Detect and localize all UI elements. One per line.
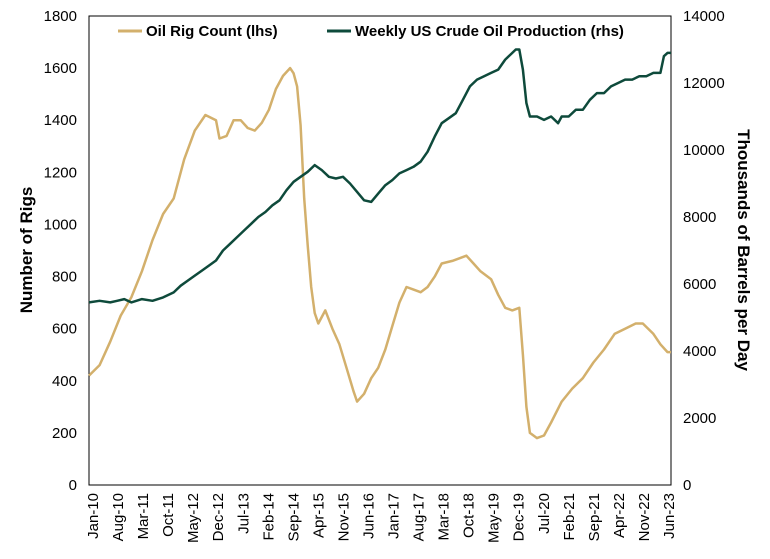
x-tick-label: Jul-20 <box>536 493 553 534</box>
x-tick-label: Jan-17 <box>386 493 403 539</box>
x-tick-label: Apr-15 <box>310 493 327 538</box>
x-tick-label: Jun-16 <box>360 493 377 539</box>
y-right-tick-label: 4000 <box>683 343 716 360</box>
x-tick-label: Feb-21 <box>561 493 578 541</box>
x-axis-ticks: Jan-10 Aug-10 Mar-11 Oct-11 May-12 Dec-12 Jul-… <box>85 493 678 543</box>
x-tick-label: Dec-12 <box>210 493 227 541</box>
x-tick-label: Mar-11 <box>135 493 152 539</box>
y-left-tick-label: 1400 <box>44 112 77 129</box>
x-tick-label: Nov-15 <box>335 493 352 541</box>
y-right-tick-label: 0 <box>683 477 691 494</box>
x-tick-label: Sep-21 <box>586 493 603 541</box>
series-line-crude-production <box>88 48 671 304</box>
x-tick-label: Mar-18 <box>436 493 453 541</box>
x-tick-label: Jul-13 <box>235 493 252 534</box>
y-left-tick-label: 1600 <box>44 60 77 77</box>
x-tick-label: May-12 <box>185 493 202 543</box>
series-line-oil-rig-count <box>88 66 671 440</box>
y-left-tick-label: 200 <box>52 425 77 442</box>
x-tick-label: Oct-18 <box>461 493 478 538</box>
y-right-axis-title: Thousands of Barrels per Day <box>734 129 753 371</box>
x-tick-label: Jun-23 <box>661 493 678 539</box>
x-tick-label: Dec-19 <box>511 493 528 541</box>
x-tick-label: Apr-22 <box>611 493 628 538</box>
x-tick-label: Sep-14 <box>285 493 302 541</box>
x-tick-label: Aug-10 <box>110 493 127 541</box>
y-left-tick-label: 0 <box>69 477 77 494</box>
x-tick-label: Nov-22 <box>636 493 653 541</box>
y-left-tick-label: 1000 <box>44 216 77 233</box>
y-left-tick-label: 800 <box>52 269 77 286</box>
y-left-tick-label: 600 <box>52 321 77 338</box>
legend-label-crude-production: Weekly US Crude Oil Production (rhs) <box>355 23 624 40</box>
series-layer <box>88 48 671 440</box>
legend: Oil Rig Count (lhs) Weekly US Crude Oil … <box>118 23 624 40</box>
y-left-tick-label: 400 <box>52 373 77 390</box>
right-axis-ticks: 0 2000 4000 6000 8000 10000 12000 14000 <box>683 8 725 494</box>
y-right-tick-label: 10000 <box>683 142 725 159</box>
y-left-axis-title: Number of Rigs <box>17 187 36 314</box>
x-tick-label: Jan-10 <box>85 493 102 539</box>
y-right-tick-label: 6000 <box>683 276 716 293</box>
x-tick-label: May-19 <box>486 493 503 543</box>
legend-label-oil-rig-count: Oil Rig Count (lhs) <box>146 23 278 40</box>
y-left-tick-label: 1200 <box>44 164 77 181</box>
y-right-tick-label: 14000 <box>683 8 725 25</box>
x-tick-label: Feb-14 <box>260 493 277 541</box>
y-left-tick-label: 1800 <box>44 8 77 25</box>
left-axis-ticks: 0 200 400 600 800 1000 1200 1400 1600 1800 <box>44 8 77 494</box>
x-tick-label: Oct-11 <box>160 493 177 537</box>
x-tick-label: Aug-17 <box>411 493 428 541</box>
y-right-tick-label: 12000 <box>683 75 725 92</box>
y-right-tick-label: 8000 <box>683 209 716 226</box>
plot-area-frame <box>88 15 672 486</box>
y-right-tick-label: 2000 <box>683 410 716 427</box>
